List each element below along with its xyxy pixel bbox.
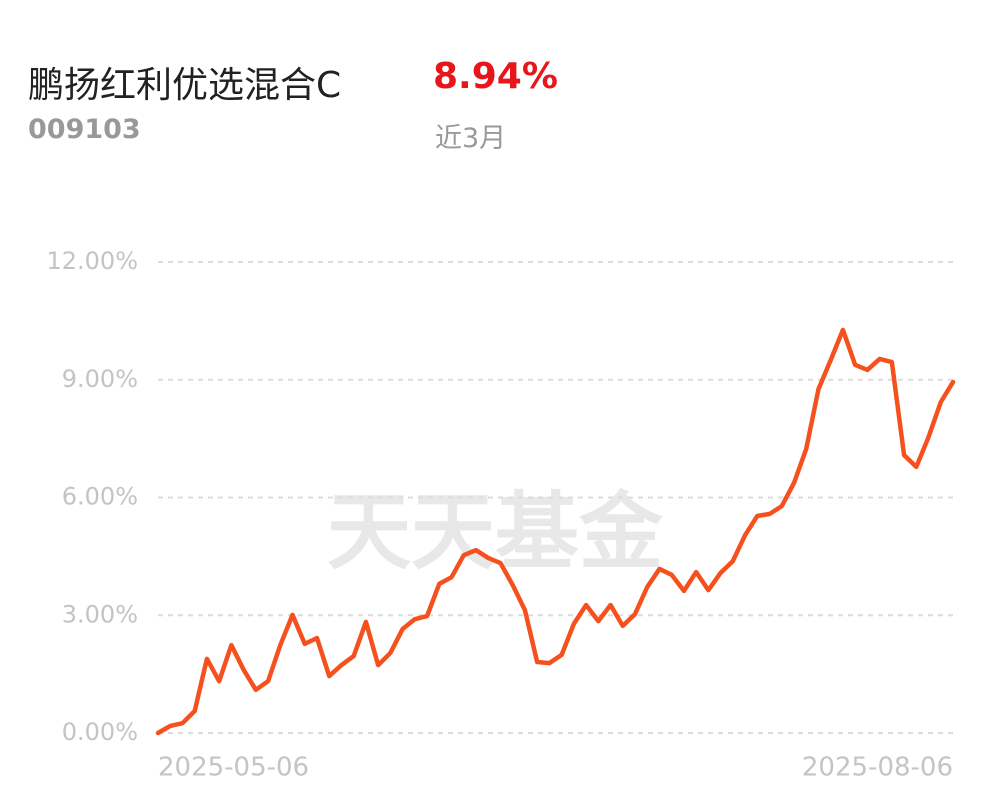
fund-name: 鹏扬红利优选混合C	[28, 65, 342, 106]
x-tick-label: 2025-05-06	[158, 753, 309, 783]
y-tick-label: 6.00%	[62, 483, 138, 511]
y-tick-label: 9.00%	[62, 365, 138, 393]
line	[155, 327, 956, 736]
watermark: 天天基金	[327, 483, 664, 581]
y-tick-label: 3.00%	[62, 600, 138, 628]
fund-return: 8.94%	[433, 56, 558, 97]
x-tick-label: 2025-08-06	[802, 753, 953, 783]
y-tick-label: 12.00%	[46, 247, 138, 275]
y-tick-label: 0.00%	[62, 718, 138, 746]
fund-code: 009103	[28, 114, 141, 145]
period: 近3月	[435, 123, 507, 154]
